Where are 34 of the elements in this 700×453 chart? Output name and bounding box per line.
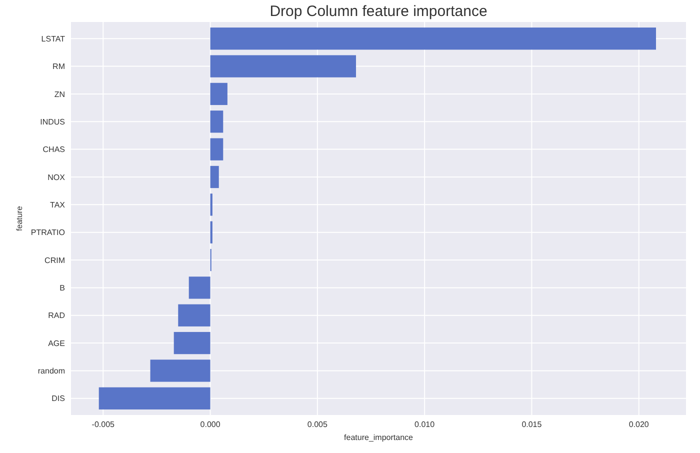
y-tick-label: INDUS (40, 117, 65, 126)
y-tick-label: AGE (48, 338, 65, 348)
bar (210, 166, 219, 188)
bar (98, 387, 210, 410)
x-tick-label: 0.020 (628, 420, 650, 429)
y-tick-label: DIS (52, 394, 65, 404)
x-tick-label: 0.000 (200, 420, 221, 429)
y-tick-label: RM (52, 62, 66, 72)
bar (210, 82, 228, 106)
y-tick-label: CHAS (42, 145, 65, 154)
bar (150, 360, 210, 382)
y-tick-label: B (60, 283, 65, 292)
bar (210, 28, 656, 50)
y-tick-label: RAD (48, 311, 66, 320)
chart-title: Drop Column feature importance (270, 3, 488, 20)
y-tick-label: random (38, 366, 66, 376)
bar (174, 332, 210, 354)
bar (178, 304, 210, 326)
bar (210, 110, 224, 133)
x-tick-label: 0.005 (307, 420, 328, 429)
y-tick-label: PTRATIO (30, 228, 65, 238)
y-tick-label: CRIM (44, 256, 66, 265)
y-tick-label: TAX (50, 200, 66, 210)
y-axis-title: feature (15, 205, 24, 231)
x-axis-title: feature_importance (344, 433, 414, 442)
y-tick-label: LSTAT (41, 34, 66, 44)
x-tick-label: -0.005 (92, 420, 116, 429)
x-tick-label: 0.010 (414, 420, 436, 429)
y-tick-label: ZN (54, 90, 66, 99)
x-tick-label: 0.015 (522, 420, 542, 429)
bar (210, 55, 356, 78)
bar (210, 138, 224, 160)
y-tick-label: NOX (48, 172, 66, 182)
bar (188, 276, 210, 299)
